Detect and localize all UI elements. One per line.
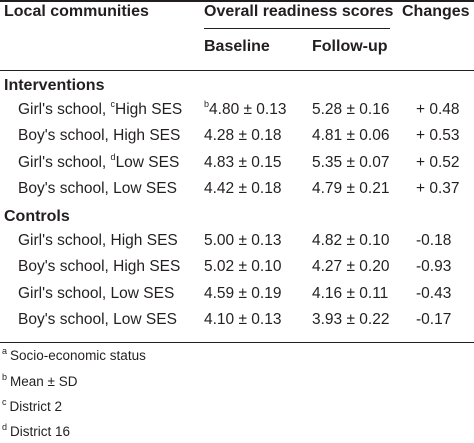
cell-change: -0.18 <box>416 232 452 249</box>
cell-community: Girl's school, Low SES <box>18 285 174 303</box>
header-overall-readiness: Overall readiness scores <box>204 3 394 20</box>
section-title: Controls <box>4 208 70 225</box>
cell-change: + 0.37 <box>416 180 460 197</box>
community-name: Girl's school, <box>18 285 111 302</box>
cell-baseline: b4.80 ± 0.13 <box>204 99 287 119</box>
table-bottom-rule <box>0 342 474 343</box>
community-ses: Low SES <box>115 154 180 171</box>
header-baseline: Baseline <box>204 38 270 55</box>
cell-baseline: 4.42 ± 0.18 <box>204 180 281 198</box>
header-followup: Follow-up <box>312 38 388 55</box>
cell-baseline: 4.83 ± 0.15 <box>204 154 281 172</box>
cell-change: + 0.52 <box>416 154 460 171</box>
baseline-value: 4.10 ± 0.13 <box>204 311 282 328</box>
cell-baseline: 4.59 ± 0.19 <box>204 285 281 303</box>
community-footnote-mark: c <box>110 99 116 109</box>
cell-baseline: 5.02 ± 0.10 <box>204 258 281 276</box>
section-title: Interventions <box>4 77 105 94</box>
cell-community: Girl's school, High SES <box>18 232 178 250</box>
community-name: Boy's school, <box>18 180 114 197</box>
baseline-value: 4.59 ± 0.19 <box>204 285 282 302</box>
footnote-text: District 2 <box>9 399 63 414</box>
header-changes: Changes <box>402 3 470 20</box>
baseline-value: 4.42 ± 0.18 <box>204 180 282 197</box>
cell-community: Boy's school, Low SES <box>18 311 177 329</box>
cell-community: Boy's school, Low SES <box>18 180 177 198</box>
header-bottom-rule <box>0 70 474 71</box>
baseline-value: 4.83 ± 0.15 <box>204 154 282 171</box>
cell-followup: 4.81 ± 0.06 <box>312 127 390 144</box>
baseline-value: 4.80 ± 0.13 <box>209 101 287 118</box>
header-overall-underline <box>204 28 390 29</box>
community-name: Boy's school, <box>18 127 114 144</box>
baseline-footnote-mark: b <box>204 99 210 109</box>
community-ses: Low SES <box>113 311 177 328</box>
cell-change: + 0.48 <box>416 101 460 118</box>
community-name: Boy's school, <box>18 258 114 275</box>
cell-change: + 0.53 <box>416 127 460 144</box>
footnote-mark: b <box>2 372 8 382</box>
cell-baseline: 4.28 ± 0.18 <box>204 127 281 145</box>
cell-change: -0.93 <box>416 258 452 275</box>
baseline-value: 4.28 ± 0.18 <box>204 127 282 144</box>
baseline-value: 5.02 ± 0.10 <box>204 258 282 275</box>
cell-baseline: 5.00 ± 0.13 <box>204 232 281 250</box>
community-ses: High SES <box>113 127 181 144</box>
baseline-value: 5.00 ± 0.13 <box>204 232 282 249</box>
community-ses: High SES <box>110 232 178 249</box>
community-ses: High SES <box>113 258 181 275</box>
cell-community: Girl's school, dLow SES <box>18 152 180 172</box>
cell-followup: 4.79 ± 0.21 <box>312 180 390 197</box>
cell-change: -0.43 <box>416 285 452 302</box>
cell-followup: 3.93 ± 0.22 <box>312 311 390 328</box>
community-footnote-mark: d <box>110 152 116 162</box>
footnote: a Socio-economic status <box>2 346 146 363</box>
cell-change: -0.17 <box>416 311 452 328</box>
footnote-mark: d <box>2 422 8 432</box>
community-name: Girl's school, <box>18 232 111 249</box>
cell-followup: 4.16 ± 0.11 <box>312 285 389 302</box>
footnote-mark: c <box>2 397 7 407</box>
community-name: Girl's school, <box>18 101 111 118</box>
footnote: d District 16 <box>2 422 71 439</box>
cell-followup: 4.27 ± 0.20 <box>312 258 390 275</box>
cell-community: Boy's school, High SES <box>18 127 180 145</box>
table-top-rule <box>0 0 474 2</box>
cell-baseline: 4.10 ± 0.13 <box>204 311 281 329</box>
footnote-mark: a <box>2 346 8 356</box>
cell-community: Girl's school, cHigh SES <box>18 99 183 119</box>
cell-community: Boy's school, High SES <box>18 258 180 276</box>
cell-followup: 5.28 ± 0.16 <box>312 101 390 118</box>
community-name: Girl's school, <box>18 154 111 171</box>
community-name: Boy's school, <box>18 311 114 328</box>
footnote-text: Socio-economic status <box>10 348 146 363</box>
footnote: b Mean ± SD <box>2 372 78 389</box>
community-ses: Low SES <box>110 285 175 302</box>
header-community: Local communities <box>4 3 149 20</box>
community-ses: Low SES <box>113 180 177 197</box>
footnote-text: District 16 <box>10 424 71 439</box>
footnote-text: Mean ± SD <box>10 374 78 389</box>
community-ses: High SES <box>115 101 183 118</box>
footnote: c District 2 <box>2 397 63 414</box>
cell-followup: 5.35 ± 0.07 <box>312 154 390 171</box>
cell-followup: 4.82 ± 0.10 <box>312 232 390 249</box>
